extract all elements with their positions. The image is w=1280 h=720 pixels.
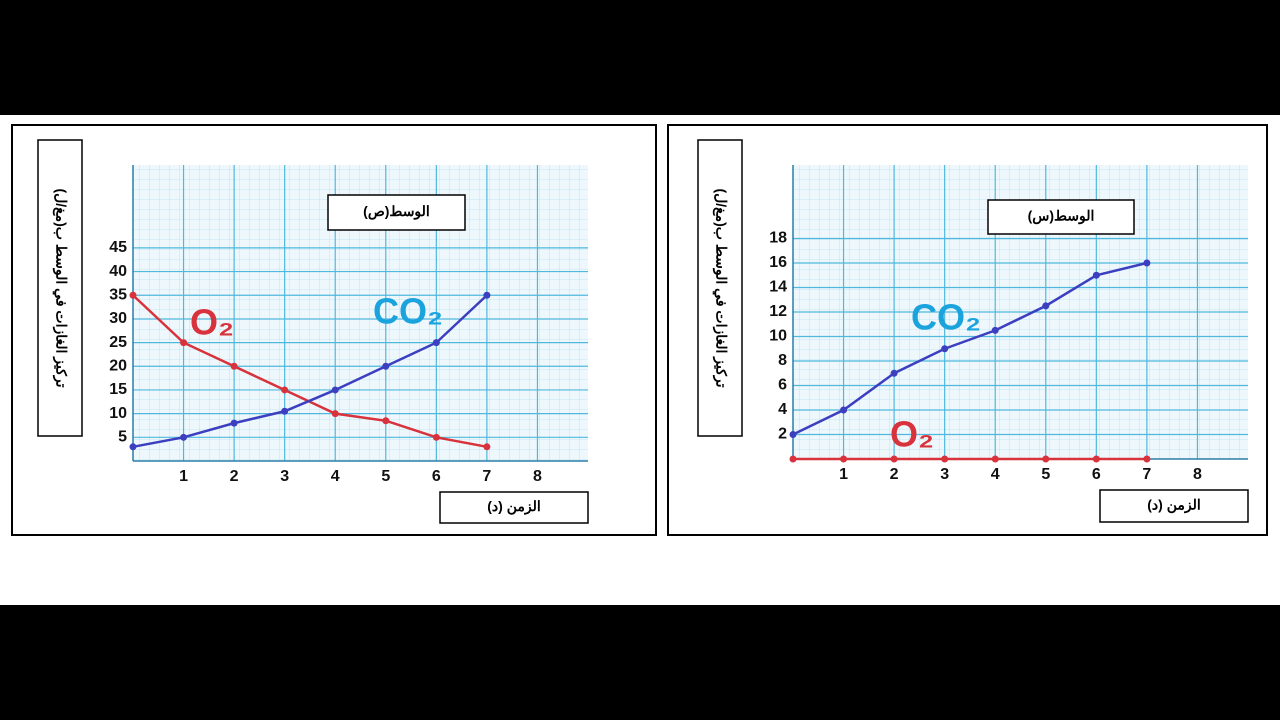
x-tick-label: 7 xyxy=(1142,466,1151,483)
y-label-box xyxy=(697,139,743,437)
data-point xyxy=(483,291,491,299)
data-point xyxy=(230,362,238,370)
data-point xyxy=(991,455,999,463)
x-tick-label: 5 xyxy=(381,468,390,485)
data-point xyxy=(281,386,289,394)
x-tick-label: 2 xyxy=(890,466,899,483)
chart-title: الوسط(س) xyxy=(1028,208,1095,225)
y-tick-label: 35 xyxy=(109,286,127,303)
x-tick-label: 1 xyxy=(839,466,848,483)
y-tick-label: 14 xyxy=(769,279,787,296)
y-tick-label: 10 xyxy=(109,405,127,422)
data-point xyxy=(890,455,898,463)
data-point xyxy=(840,406,848,414)
x-tick-label: 1 xyxy=(179,468,188,485)
y-tick-label: 10 xyxy=(769,328,787,345)
y-tick-label: 8 xyxy=(778,352,787,369)
series-label: O₂ xyxy=(190,302,234,343)
series-line xyxy=(792,261,1148,436)
x-tick-label: 4 xyxy=(331,468,340,485)
x-tick-label: 7 xyxy=(482,468,491,485)
x-axis-label: الزمن (د) xyxy=(1147,497,1200,514)
data-point xyxy=(840,455,848,463)
x-tick-label: 6 xyxy=(1092,466,1101,483)
y-tick-label: 16 xyxy=(769,254,787,271)
data-point xyxy=(180,339,188,347)
data-point xyxy=(1092,271,1100,279)
data-point xyxy=(432,433,440,441)
x-tick-label: 8 xyxy=(533,468,542,485)
y-tick-label: 25 xyxy=(109,334,127,351)
y-axis-label: تركيز الغازات في الوسط ب(مغ/ل) xyxy=(52,188,69,387)
x-tick-label: 4 xyxy=(991,466,1000,483)
data-point xyxy=(1042,302,1050,310)
x-tick-label: 6 xyxy=(432,468,441,485)
series-label: CO₂ xyxy=(373,291,443,332)
y-tick-label: 20 xyxy=(109,357,127,374)
data-point xyxy=(129,291,137,299)
y-tick-label: 18 xyxy=(769,230,787,247)
data-point xyxy=(941,345,949,353)
data-point xyxy=(991,326,999,334)
chart-title: الوسط(ص) xyxy=(363,203,430,220)
data-point xyxy=(382,417,390,425)
title-box xyxy=(987,199,1135,235)
data-point xyxy=(1042,455,1050,463)
data-point xyxy=(331,386,339,394)
data-point xyxy=(331,410,339,418)
data-point xyxy=(1143,259,1151,267)
y-tick-label: 12 xyxy=(769,303,787,320)
y-tick-label: 45 xyxy=(109,239,127,256)
data-point xyxy=(890,369,898,377)
y-tick-label: 4 xyxy=(778,401,787,418)
y-tick-label: 2 xyxy=(778,426,787,443)
title-box xyxy=(327,194,466,231)
x-tick-label: 5 xyxy=(1041,466,1050,483)
y-tick-label: 6 xyxy=(778,377,787,394)
y-label-box xyxy=(37,139,83,437)
data-point xyxy=(789,455,797,463)
data-point xyxy=(1143,455,1151,463)
y-tick-label: 5 xyxy=(118,429,127,446)
data-point xyxy=(483,443,491,451)
y-tick-label: 15 xyxy=(109,381,127,398)
x-label-box xyxy=(1099,489,1249,523)
y-tick-label: 40 xyxy=(109,263,127,280)
y-tick-label: 30 xyxy=(109,310,127,327)
x-axis-label: الزمن (د) xyxy=(487,498,540,515)
y-axis-label: تركيز الغازات في الوسط ب(مغ/ل) xyxy=(712,188,729,387)
x-label-box xyxy=(439,491,589,524)
x-tick-label: 2 xyxy=(230,468,239,485)
data-point xyxy=(432,339,440,347)
data-point xyxy=(230,419,238,427)
series-label: O₂ xyxy=(890,414,934,455)
data-point xyxy=(941,455,949,463)
x-tick-label: 3 xyxy=(940,466,949,483)
series-line xyxy=(132,294,488,449)
data-point xyxy=(1092,455,1100,463)
data-point xyxy=(281,407,289,415)
x-tick-label: 3 xyxy=(280,468,289,485)
series-label: CO₂ xyxy=(911,297,981,338)
data-point xyxy=(180,433,188,441)
data-point xyxy=(789,431,797,438)
data-point xyxy=(382,362,390,370)
data-point xyxy=(129,443,137,451)
x-tick-label: 8 xyxy=(1193,466,1202,483)
